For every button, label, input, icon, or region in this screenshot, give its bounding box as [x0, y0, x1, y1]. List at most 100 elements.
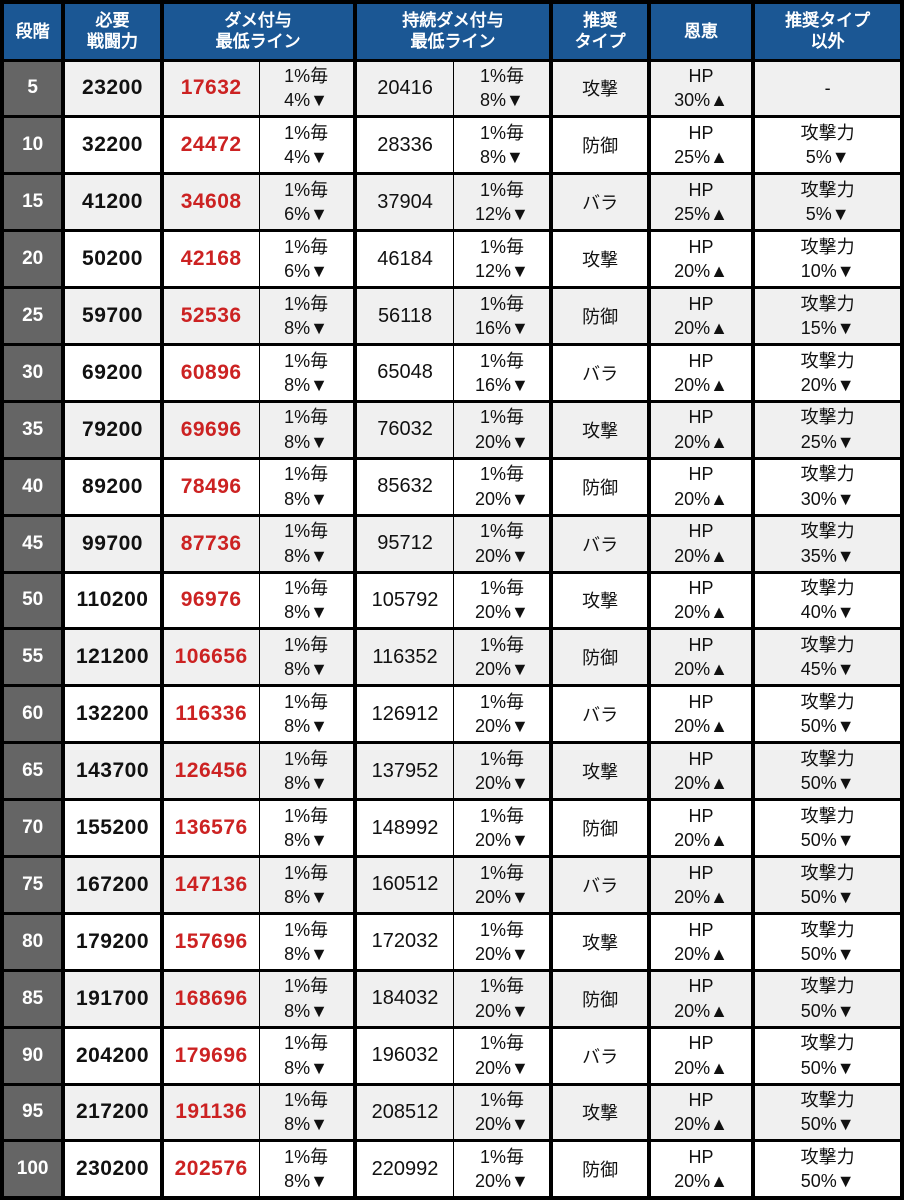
- benefit-cell: HP 20%▲: [646, 968, 756, 1029]
- damage-min-line-cell: 52536: [159, 286, 260, 346]
- dot-reduction-per-percent-cell: 1%毎 20%▼: [453, 1082, 554, 1143]
- stage-cell: 50: [0, 570, 66, 631]
- damage-min-line-cell: 179696: [159, 1025, 260, 1086]
- non-recommended-type-penalty-cell: 攻撃力 50%▼: [751, 798, 904, 858]
- stage-cell: 75: [0, 854, 66, 915]
- damage-reduction-per-percent-cell: 1%毎 8%▼: [258, 570, 357, 631]
- stage-cell: 65: [0, 741, 66, 802]
- non-recommended-type-penalty-cell: 攻撃力 50%▼: [751, 684, 904, 745]
- stage-row: 20 50200 42168 1%毎 6%▼ 46184 1%毎 12%▼ 攻撃…: [0, 229, 904, 290]
- non-recommended-type-penalty-cell: 攻撃力 50%▼: [751, 1082, 904, 1143]
- damage-reduction-per-percent-cell: 1%毎 8%▼: [258, 684, 357, 745]
- damage-reduction-per-percent-cell: 1%毎 8%▼: [258, 627, 357, 688]
- non-recommended-type-penalty-cell: 攻撃力 20%▼: [751, 342, 904, 403]
- damage-min-line-cell: 87736: [159, 513, 260, 574]
- stage-row: 5 23200 17632 1%毎 4%▼ 20416 1%毎 8%▼ 攻撃 H…: [0, 58, 904, 119]
- dot-reduction-per-percent-cell: 1%毎 20%▼: [453, 684, 554, 745]
- damage-min-line-cell: 96976: [159, 570, 260, 631]
- non-recommended-type-penalty-cell: 攻撃力 50%▼: [751, 854, 904, 915]
- stage-row: 50 110200 96976 1%毎 8%▼ 105792 1%毎 20%▼ …: [0, 570, 904, 631]
- dot-damage-min-line-cell: 28336: [352, 115, 455, 176]
- dot-damage-min-line-cell: 85632: [352, 456, 455, 517]
- dot-damage-min-line-cell: 184032: [352, 968, 455, 1029]
- stage-cell: 5: [0, 58, 66, 119]
- damage-min-line-cell: 147136: [159, 854, 260, 915]
- dot-damage-min-line-cell: 65048: [352, 342, 455, 403]
- required-power-cell: 79200: [61, 399, 164, 460]
- stage-row: 85 191700 168696 1%毎 8%▼ 184032 1%毎 20%▼…: [0, 968, 904, 1029]
- damage-min-line-cell: 69696: [159, 399, 260, 460]
- non-recommended-type-penalty-cell: 攻撃力 50%▼: [751, 968, 904, 1029]
- damage-min-line-cell: 202576: [159, 1139, 260, 1200]
- dot-reduction-per-percent-cell: 1%毎 20%▼: [453, 456, 554, 517]
- recommended-type-cell: バラ: [549, 513, 651, 574]
- stage-row: 35 79200 69696 1%毎 8%▼ 76032 1%毎 20%▼ 攻撃…: [0, 399, 904, 460]
- required-power-cell: 179200: [61, 911, 164, 972]
- stage-cell: 25: [0, 286, 66, 346]
- benefit-cell: HP 20%▲: [646, 911, 756, 972]
- dot-damage-min-line-cell: 148992: [352, 798, 455, 858]
- damage-min-line-cell: 168696: [159, 968, 260, 1029]
- non-recommended-type-penalty-cell: 攻撃力 45%▼: [751, 627, 904, 688]
- required-power-cell: 89200: [61, 456, 164, 517]
- damage-min-line-cell: 24472: [159, 115, 260, 176]
- recommended-type-cell: バラ: [549, 1025, 651, 1086]
- recommended-type-cell: バラ: [549, 684, 651, 745]
- dot-reduction-per-percent-cell: 1%毎 20%▼: [453, 399, 554, 460]
- required-power-cell: 143700: [61, 741, 164, 802]
- stage-row: 15 41200 34608 1%毎 6%▼ 37904 1%毎 12%▼ バラ…: [0, 172, 904, 233]
- required-power-cell: 204200: [61, 1025, 164, 1086]
- damage-reduction-per-percent-cell: 1%毎 6%▼: [258, 172, 357, 233]
- dot-reduction-per-percent-cell: 1%毎 20%▼: [453, 854, 554, 915]
- damage-reduction-per-percent-cell: 1%毎 8%▼: [258, 741, 357, 802]
- dot-damage-min-line-cell: 126912: [352, 684, 455, 745]
- required-power-cell: 191700: [61, 968, 164, 1029]
- benefit-cell: HP 20%▲: [646, 570, 756, 631]
- damage-reduction-per-percent-cell: 1%毎 8%▼: [258, 1025, 357, 1086]
- dot-damage-min-line-cell: 56118: [352, 286, 455, 346]
- required-power-cell: 23200: [61, 58, 164, 119]
- dot-damage-min-line-cell: 37904: [352, 172, 455, 233]
- recommended-type-cell: 攻撃: [549, 229, 651, 290]
- stage-row: 65 143700 126456 1%毎 8%▼ 137952 1%毎 20%▼…: [0, 741, 904, 802]
- dot-damage-min-line-cell: 137952: [352, 741, 455, 802]
- dot-reduction-per-percent-cell: 1%毎 20%▼: [453, 570, 554, 631]
- benefit-cell: HP 20%▲: [646, 741, 756, 802]
- stage-cell: 35: [0, 399, 66, 460]
- required-power-cell: 32200: [61, 115, 164, 176]
- damage-reduction-per-percent-cell: 1%毎 8%▼: [258, 286, 357, 346]
- damage-reduction-per-percent-cell: 1%毎 8%▼: [258, 968, 357, 1029]
- stage-cell: 45: [0, 513, 66, 574]
- benefit-cell: HP 20%▲: [646, 1082, 756, 1143]
- stage-row: 10 32200 24472 1%毎 4%▼ 28336 1%毎 8%▼ 防御 …: [0, 115, 904, 176]
- stage-cell: 15: [0, 172, 66, 233]
- required-power-cell: 217200: [61, 1082, 164, 1143]
- stage-row: 25 59700 52536 1%毎 8%▼ 56118 1%毎 16%▼ 防御…: [0, 286, 904, 346]
- non-recommended-type-penalty-cell: 攻撃力 10%▼: [751, 229, 904, 290]
- non-recommended-type-penalty-cell: 攻撃力 5%▼: [751, 172, 904, 233]
- required-power-cell: 167200: [61, 854, 164, 915]
- benefit-cell: HP 20%▲: [646, 399, 756, 460]
- non-recommended-type-penalty-cell: 攻撃力 50%▼: [751, 1025, 904, 1086]
- recommended-type-cell: 攻撃: [549, 570, 651, 631]
- stage-cell: 85: [0, 968, 66, 1029]
- dot-reduction-per-percent-cell: 1%毎 20%▼: [453, 1025, 554, 1086]
- damage-reduction-per-percent-cell: 1%毎 8%▼: [258, 342, 357, 403]
- damage-min-line-cell: 106656: [159, 627, 260, 688]
- required-power-cell: 132200: [61, 684, 164, 745]
- stage-row: 100 230200 202576 1%毎 8%▼ 220992 1%毎 20%…: [0, 1139, 904, 1200]
- stage-cell: 55: [0, 627, 66, 688]
- damage-min-line-cell: 42168: [159, 229, 260, 290]
- required-power-cell: 99700: [61, 513, 164, 574]
- damage-min-line-cell: 157696: [159, 911, 260, 972]
- stage-row: 55 121200 106656 1%毎 8%▼ 116352 1%毎 20%▼…: [0, 627, 904, 688]
- stage-cell: 10: [0, 115, 66, 176]
- recommended-type-cell: 攻撃: [549, 741, 651, 802]
- dot-damage-min-line-cell: 46184: [352, 229, 455, 290]
- non-recommended-type-penalty-cell: 攻撃力 35%▼: [751, 513, 904, 574]
- dot-damage-min-line-cell: 95712: [352, 513, 455, 574]
- recommended-type-cell: 防御: [549, 115, 651, 176]
- column-header-benefit: 恩恵: [646, 0, 756, 62]
- dot-damage-min-line-cell: 220992: [352, 1139, 455, 1200]
